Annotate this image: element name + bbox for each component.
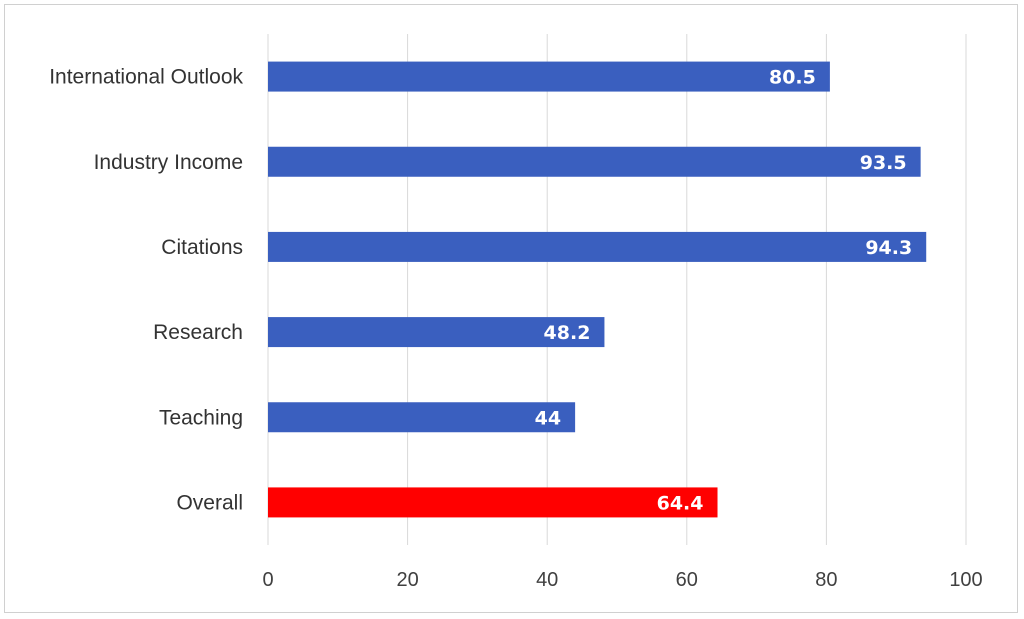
x-tick-label: 20 (396, 569, 418, 591)
bar (268, 402, 576, 433)
data-label: 94.3 (865, 237, 912, 259)
bar (268, 146, 921, 177)
x-axis-tick-labels: 0 20 40 60 80 100 (262, 569, 982, 591)
data-label: 44 (535, 407, 561, 429)
bars: 80.5 93.5 94.3 48.2 44 64.4 (268, 61, 927, 518)
category-label: Citations (161, 236, 243, 259)
category-label: Industry Income (94, 151, 243, 174)
category-label: Teaching (159, 406, 243, 429)
category-label: Overall (176, 491, 243, 514)
category-label: Research (153, 321, 243, 344)
x-tick-label: 40 (536, 569, 558, 591)
bar (268, 231, 927, 262)
x-tick-label: 100 (949, 569, 982, 591)
bar (268, 61, 830, 92)
data-label: 64.4 (657, 492, 704, 514)
bar (268, 487, 718, 518)
x-tick-label: 80 (815, 569, 837, 591)
data-label: 48.2 (544, 322, 591, 344)
data-label: 93.5 (860, 152, 907, 174)
data-label: 80.5 (769, 67, 816, 89)
x-tick-label: 60 (676, 569, 698, 591)
category-labels: International Outlook Industry Income Cita… (49, 66, 243, 515)
bar (268, 317, 605, 348)
category-label: International Outlook (49, 66, 243, 89)
gridlines (267, 34, 967, 545)
x-tick-label: 0 (262, 569, 273, 591)
